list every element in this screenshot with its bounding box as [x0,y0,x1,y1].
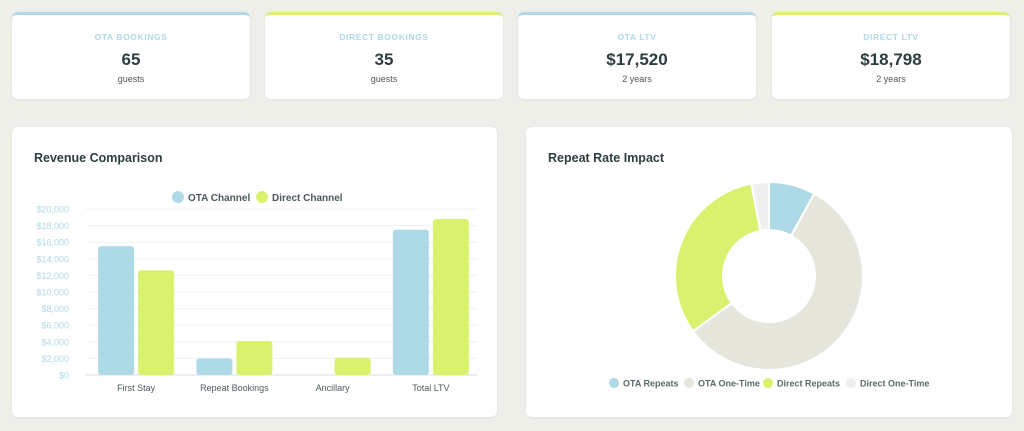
chart-legend: OTA Repeats OTA One-Time Direct Repeats Dir… [609,378,929,389]
bar-ota-channel[interactable] [196,358,233,375]
x-tick-label: Repeat Bookings [200,383,269,393]
kpi-value: 65 [121,50,141,69]
legend-swatch [256,191,268,203]
bar-ota-channel[interactable] [98,246,135,375]
y-tick-label: $20,000 [36,205,69,215]
kpi-card-ota-ltv: OTA LTV $17,520 2 years [518,12,756,99]
x-tick-label: Total LTV [412,383,449,393]
legend-item[interactable]: OTA Repeats [609,378,679,389]
legend-swatch [609,378,619,388]
legend-swatch [684,378,694,388]
bar-ota-channel[interactable] [392,229,429,375]
y-tick-label: $8,000 [41,304,69,314]
kpi-subtitle: 2 years [622,74,652,84]
legend-label: OTA Repeats [623,379,679,389]
legend-item[interactable]: OTA Channel [172,191,250,204]
donut-slice-direct-repeats[interactable] [674,182,762,333]
kpi-subtitle: 2 years [876,74,906,84]
panel-title: Repeat Rate Impact [548,151,665,165]
y-tick-label: $6,000 [41,321,69,331]
legend-label: OTA Channel [188,193,250,204]
legend-swatch [763,378,773,388]
legend-swatch [172,191,184,203]
kpi-card-ota-bookings: OTA BOOKINGS 65 guests [12,12,250,99]
bar-direct-channel[interactable] [432,218,469,375]
legend-label: Direct Repeats [777,379,840,389]
revenue-comparison-panel: Revenue Comparison OTA Channel Direct Cha… [12,127,497,417]
donut-slice-direct-one-time[interactable] [750,180,770,232]
y-tick-label: $14,000 [36,254,69,264]
bar-direct-channel[interactable] [334,357,371,375]
y-tick-label: $4,000 [41,337,69,347]
repeat-rate-donut-chart: OTA Repeats OTA One-Time Direct Repeats Dir… [609,180,929,389]
panel-title: Revenue Comparison [34,151,163,165]
chart-legend: OTA Channel Direct Channel [172,191,343,204]
repeat-rate-panel: Repeat Rate Impact OTA Repeats OTA One-Ti… [526,127,1012,417]
bar-direct-channel[interactable] [236,340,273,375]
kpi-subtitle: guests [117,74,145,84]
y-tick-label: $0 [59,371,69,381]
legend-label: Direct One-Time [860,379,929,389]
donut-slice-ota-one-time[interactable] [691,192,864,371]
bar-direct-channel[interactable] [138,270,175,375]
kpi-label: DIRECT BOOKINGS [339,32,429,42]
kpi-card-direct-bookings: DIRECT BOOKINGS 35 guests [265,12,503,99]
revenue-bar-chart: OTA Channel Direct Channel $0 $2,000 $4,000 $… [36,191,477,393]
kpi-value: $17,520 [606,50,668,69]
y-tick-label: $2,000 [41,354,69,364]
kpi-subtitle: guests [370,74,398,84]
kpi-label: DIRECT LTV [863,32,919,42]
legend-item[interactable]: Direct Channel [256,191,343,204]
y-tick-label: $16,000 [36,238,69,248]
legend-label: OTA One-Time [698,379,760,389]
x-tick-label: Ancillary [316,383,351,393]
legend-item[interactable]: Direct One-Time [846,378,929,389]
kpi-label: OTA LTV [617,32,657,42]
x-tick-label: First Stay [117,383,156,393]
y-tick-label: $18,000 [36,221,69,231]
kpi-value: 35 [374,50,394,69]
legend-item[interactable]: Direct Repeats [763,378,840,389]
legend-swatch [846,378,856,388]
y-tick-label: $10,000 [36,288,69,298]
legend-label: Direct Channel [272,193,343,204]
legend-item[interactable]: OTA One-Time [684,378,760,389]
kpi-card-direct-ltv: DIRECT LTV $18,798 2 years [772,12,1010,99]
kpi-label: OTA BOOKINGS [94,32,168,42]
y-tick-label: $12,000 [36,271,69,281]
kpi-value: $18,798 [860,50,922,69]
